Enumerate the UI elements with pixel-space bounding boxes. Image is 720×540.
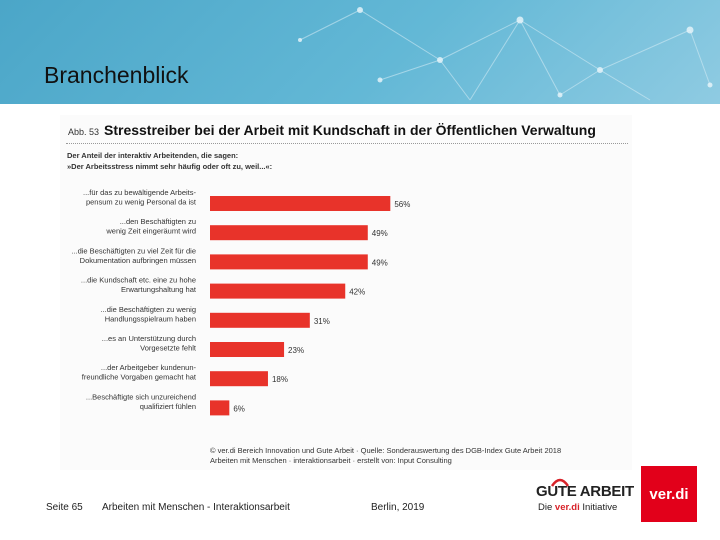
chart-intro: Der Anteil der interaktiv Arbeitenden, d… [67,150,272,172]
initiative-suffix: Initiative [582,502,618,513]
initiative-text: Die ver.di Initiative [538,502,617,513]
verdi-logo: ver.di [641,466,697,522]
category-label: ...es an Unterstützung durch Vorgesetzte … [102,334,197,353]
footer-place-date: Berlin, 2019 [371,502,425,513]
chart-title: Stresstreiber bei der Arbeit mit Kundsch… [104,122,596,138]
verdi-logo-text: ver.di [649,485,689,503]
gute-arbeit-mark-icon [550,478,570,487]
category-label: ...der Arbeitgeber kundenun-freundliche … [82,363,197,382]
intro-line-1: Der Anteil der interaktiv Arbeitenden, d… [67,151,239,160]
category-label: ...den Beschäftigten zu wenig Zeit einger… [105,217,196,236]
section-title: Branchenblick [44,62,189,88]
bar [210,196,391,211]
bar [210,400,230,416]
intro-line-2: »Der Arbeitsstress nimmt sehr häufig ode… [67,162,273,171]
value-label: 42% [349,288,365,297]
value-label: 18% [272,375,288,384]
bar [210,225,368,241]
category-label: ...Beschäftigte sich unzureichend qualifi… [86,392,196,411]
title-divider [66,143,628,144]
value-label: 49% [372,258,388,267]
gute-arbeit-logo: GUTE ARBEIT Die ver.di Initiative [536,483,636,519]
value-label: 56% [394,200,410,209]
page-number: Seite 65 [46,502,83,513]
figure-label: Abb. 53 [68,127,100,137]
value-label: 23% [288,346,304,355]
source-note: © ver.di Bereich Innovation und Gute Arb… [210,446,561,466]
header-banner: Branchenblick [0,0,720,104]
chart-panel [60,115,632,470]
initiative-brand: ver.di [554,502,580,513]
network-decoration [298,7,713,101]
category-label: ...die Kundschaft etc. eine zu hohe Erwar… [81,276,197,295]
source-line-2: Arbeiten mit Menschen · interaktionsarbe… [210,456,452,465]
bar [210,312,310,328]
initiative-prefix: Die [538,502,553,513]
footer-topic: Arbeiten mit Menschen - Interaktionsarbe… [102,502,290,513]
category-label: ...die Beschäftigten zu viel Zeit für di… [71,246,196,265]
value-label: 6% [233,404,245,413]
value-label: 31% [314,317,330,326]
category-label: ...für das zu bewältigende Arbeits-pensu… [83,188,197,207]
bar [210,283,346,299]
source-line-1: © ver.di Bereich Innovation und Gute Arb… [210,446,562,455]
bar [210,254,368,270]
value-label: 49% [372,229,388,238]
category-label: ...die Beschäftigten zu wenig Handlungssp… [101,305,196,324]
gute-arbeit-text: GUTE ARBEIT [536,483,634,500]
bar [210,371,268,387]
bar [210,342,285,357]
